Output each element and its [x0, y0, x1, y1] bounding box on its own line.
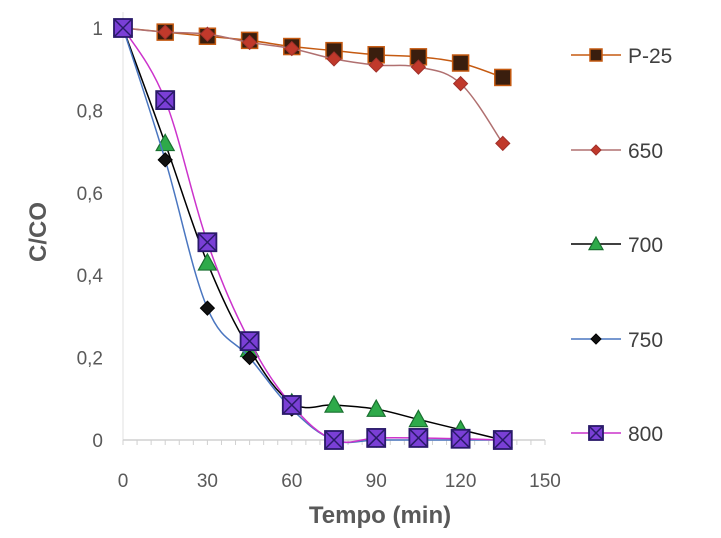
series-P-25 [114, 19, 512, 87]
legend-item: 800 [571, 423, 663, 446]
series-line [122, 27, 504, 79]
data-point [157, 152, 173, 168]
legend-marker [590, 333, 602, 345]
data-point [324, 430, 344, 450]
data-point [450, 428, 471, 449]
legend-item: 650 [571, 140, 663, 163]
y-axis-title: C/CO [25, 202, 52, 262]
x-tick-label: 150 [529, 471, 561, 492]
x-tick-label: 60 [281, 471, 302, 492]
series-line [122, 27, 503, 444]
data-point [494, 68, 512, 87]
data-point [408, 409, 429, 428]
x-tick-label: 30 [197, 471, 218, 492]
data-point [113, 18, 133, 38]
legend-label: 650 [628, 140, 663, 163]
data-point [366, 428, 387, 448]
data-point [323, 394, 345, 413]
legend-marker [589, 48, 603, 62]
data-point [366, 398, 387, 417]
data-point [241, 34, 258, 51]
y-tick-label: 0,4 [77, 266, 104, 287]
legend-marker [590, 144, 602, 156]
x-axis: 0 30 60 90 120 150 [118, 439, 561, 492]
legend-label: 700 [628, 234, 663, 257]
data-point [410, 59, 427, 75]
y-tick-label: 0,2 [77, 349, 103, 370]
x-tick-label: 90 [366, 471, 387, 492]
y-axis: 0 0,2 0,4 0,6 0,8 1 [77, 19, 104, 452]
data-point [326, 51, 342, 67]
legend: P-25 650 700 750 800 [571, 45, 672, 446]
data-point [408, 428, 429, 448]
data-point [199, 26, 216, 42]
y-tick-label: 1 [92, 19, 103, 40]
series-layer [112, 17, 513, 450]
x-axis-title: Tempo (min) [309, 502, 451, 529]
data-point [155, 133, 176, 152]
series-line [122, 27, 503, 443]
data-point [368, 57, 384, 73]
legend-label: P-25 [628, 45, 672, 68]
data-point [284, 40, 300, 57]
data-point [197, 232, 218, 253]
legend-label: 800 [628, 423, 663, 446]
x-tick-label: 0 [118, 471, 129, 492]
legend-marker [587, 235, 605, 251]
data-point [241, 349, 258, 366]
legend-item: 750 [571, 329, 663, 352]
series-line [122, 27, 503, 441]
data-point [451, 54, 470, 72]
legend-item: P-25 [571, 45, 672, 68]
data-point [199, 300, 216, 316]
series-750 [115, 20, 511, 448]
series-700 [112, 17, 513, 448]
legend-marker [588, 425, 604, 441]
data-point [239, 331, 260, 352]
x-tick-label: 120 [445, 471, 477, 492]
data-point [155, 90, 176, 110]
data-point [495, 135, 511, 152]
y-tick-label: 0,6 [77, 184, 103, 205]
legend-label: 750 [628, 329, 663, 352]
data-point [492, 430, 513, 450]
legend-item: 700 [571, 234, 663, 257]
data-point [157, 24, 173, 40]
y-tick-label: 0,8 [77, 101, 103, 122]
y-tick-label: 0 [92, 431, 103, 452]
series-line [122, 27, 504, 144]
data-point [281, 395, 302, 415]
series-800 [113, 18, 513, 450]
data-point [452, 75, 469, 92]
data-point [197, 252, 218, 271]
